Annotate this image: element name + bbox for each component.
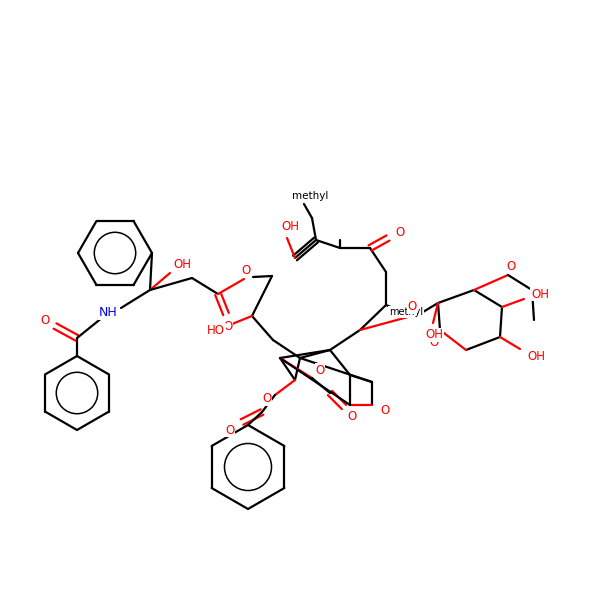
Text: OH: OH [527, 350, 545, 364]
Text: O: O [380, 403, 389, 416]
Text: O: O [430, 335, 439, 349]
Text: NH: NH [98, 307, 118, 319]
Text: O: O [241, 265, 251, 277]
Text: O: O [40, 314, 50, 328]
Text: OH: OH [531, 287, 549, 301]
Text: O: O [226, 424, 235, 437]
Text: O: O [262, 392, 272, 406]
Text: O: O [316, 364, 325, 377]
Text: O: O [506, 259, 515, 272]
Text: O: O [223, 320, 233, 334]
Text: HO: HO [207, 323, 225, 337]
Text: OH: OH [425, 329, 443, 341]
Text: OH: OH [173, 257, 191, 271]
Text: O: O [395, 226, 404, 238]
Text: methyl: methyl [292, 191, 328, 201]
Text: O: O [407, 301, 416, 313]
Text: OH: OH [281, 220, 299, 233]
Text: methyl: methyl [389, 307, 423, 317]
Text: O: O [347, 410, 356, 424]
